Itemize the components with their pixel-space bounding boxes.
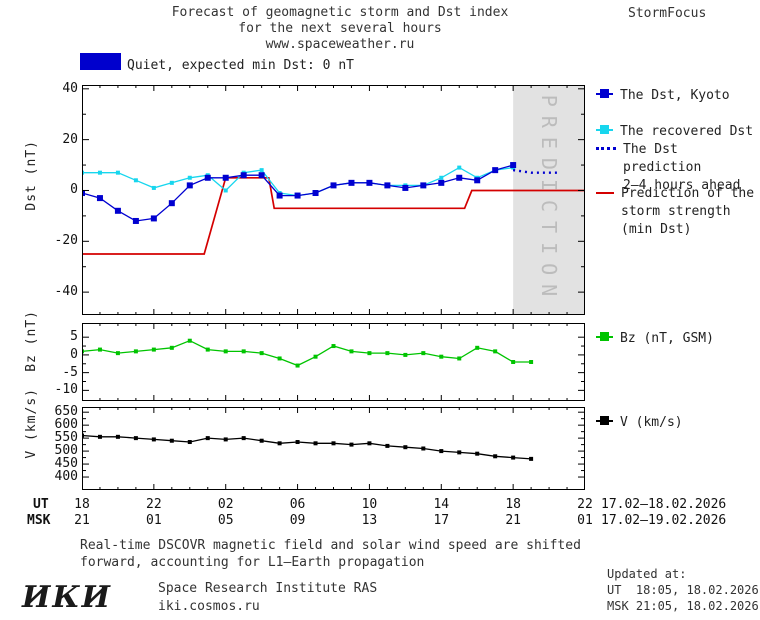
x-tick-label: 22 <box>146 497 162 512</box>
date-range-ut: 17.02—18.02.2026 <box>601 497 727 512</box>
y-tick-label: 600 <box>54 417 78 433</box>
page-title: Forecast of geomagnetic storm and Dst in… <box>70 5 610 53</box>
y-tick-label: 450 <box>54 456 78 472</box>
dst-chart: PREDICTION <box>82 85 585 315</box>
v-chart <box>82 407 585 490</box>
updated-at-ut: UT 18:05, 18.02.2026 <box>607 583 759 597</box>
y-tick-label: 550 <box>54 430 78 446</box>
legend-label-prediction: The Dst prediction 2—4 hours ahead <box>623 141 760 195</box>
legend-label-storm-prediction: Prediction of the storm strength (min Ds… <box>621 185 754 239</box>
legend-label-dst-kyoto: The Dst, Kyoto <box>620 88 730 103</box>
dst-kyoto-marker-icon <box>596 87 613 101</box>
x-tick-label: 22 <box>577 497 593 512</box>
y-tick-label: -20 <box>54 233 78 249</box>
x-tick-label: 01 <box>146 513 162 528</box>
ut-row-label: UT <box>33 497 49 512</box>
prediction-zone-label: PREDICTION <box>537 95 561 305</box>
footnote-line-1: Real-time DSCOVR magnetic field and sola… <box>80 538 581 553</box>
x-tick-label: 18 <box>505 497 521 512</box>
legend-prediction-line-2: 2—4 hours ahead <box>623 178 741 193</box>
legend-item-v: V (km/s) <box>596 414 683 432</box>
legend-storm-line-2: storm strength <box>621 204 731 219</box>
y-tick-label: 40 <box>62 80 78 96</box>
dst-prediction-marker-icon <box>596 147 616 150</box>
y-tick-label: 0 <box>70 346 78 362</box>
y-tick-label: -40 <box>54 284 78 300</box>
legend-item-prediction: The Dst prediction 2—4 hours ahead <box>596 141 760 195</box>
storm-prediction-marker-icon <box>596 192 614 194</box>
x-tick-label: 05 <box>217 513 234 528</box>
y-tick-label: 650 <box>54 404 78 420</box>
title-line-1: Forecast of geomagnetic storm and Dst in… <box>171 5 509 20</box>
legend-item-storm-prediction: Prediction of the storm strength (min Ds… <box>596 185 754 239</box>
quiet-status-swatch <box>80 53 121 70</box>
y-tick-label: -5 <box>62 364 78 380</box>
x-tick-label: 14 <box>433 497 450 512</box>
legend-item-bz: Bz (nT, GSM) <box>596 330 714 348</box>
recovered-dst-marker-icon <box>596 123 613 137</box>
y-tick-label: -10 <box>54 382 78 398</box>
legend-label-bz: Bz (nT, GSM) <box>620 331 714 346</box>
iki-logo: ИКИ <box>22 580 112 615</box>
x-tick-label: 01 <box>577 513 593 528</box>
updated-at-msk: MSK 21:05, 18.02.2026 <box>607 599 759 613</box>
x-tick-label: 17 <box>433 513 450 528</box>
legend-item-recovered: The recovered Dst <box>596 123 753 141</box>
x-tick-label: 06 <box>289 497 306 512</box>
brand-stormfocus: StormFocus <box>628 6 707 21</box>
y-tick-label: 0 <box>70 182 78 198</box>
v-marker-icon <box>596 414 613 428</box>
bz-chart <box>82 323 585 401</box>
legend-storm-line-3: (min Dst) <box>621 222 692 237</box>
y-tick-label: 20 <box>62 131 78 147</box>
x-tick-label: 09 <box>289 513 306 528</box>
y-tick-label: 400 <box>54 469 78 485</box>
iki-site-url: iki.cosmos.ru <box>158 599 260 614</box>
legend-storm-line-1: Prediction of the <box>621 186 755 201</box>
x-tick-label: 13 <box>361 513 378 528</box>
legend-prediction-line-1: The Dst prediction <box>623 142 702 175</box>
quiet-status-label: Quiet, expected min Dst: 0 nT <box>127 58 354 73</box>
updated-at-label: Updated at: <box>607 567 687 581</box>
title-line-2: for the next several hours <box>238 21 442 36</box>
spaceweather-url: www.spaceweather.ru <box>265 37 415 52</box>
x-tick-label: 02 <box>217 497 234 512</box>
msk-row-label: MSK <box>27 513 51 528</box>
x-tick-label: 18 <box>74 497 90 512</box>
date-range-msk: 17.02—19.02.2026 <box>601 513 727 528</box>
dst-axis-label: Dst (nT) <box>24 140 39 211</box>
bz-marker-icon <box>596 330 613 344</box>
x-tick-label: 21 <box>74 513 90 528</box>
legend-label-v: V (km/s) <box>620 415 683 430</box>
x-tick-label: 10 <box>361 497 378 512</box>
x-tick-label: 21 <box>505 513 521 528</box>
footnote-line-2: forward, accounting for L1—Earth propaga… <box>80 555 425 570</box>
legend-label-recovered: The recovered Dst <box>620 124 754 139</box>
y-tick-label: 500 <box>54 443 78 459</box>
y-tick-label: 5 <box>70 329 78 345</box>
institute-name: Space Research Institute RAS <box>158 581 378 596</box>
legend-item-dst-kyoto: The Dst, Kyoto <box>596 87 730 105</box>
